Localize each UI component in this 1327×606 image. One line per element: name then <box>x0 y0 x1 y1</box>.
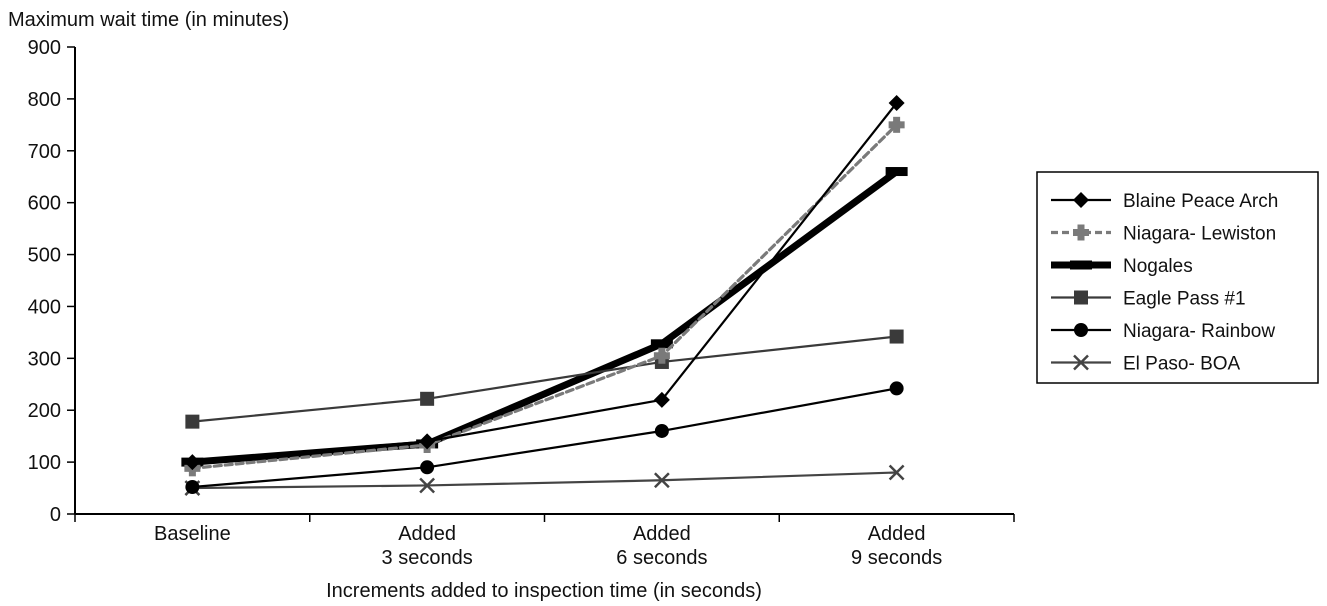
y-tick-label: 500 <box>28 245 61 267</box>
legend-item: Nogales <box>1051 256 1193 277</box>
y-tick-label: 900 <box>28 37 61 59</box>
x-tick-label: Added 6 seconds <box>616 523 707 569</box>
data-point <box>185 414 200 429</box>
data-point <box>889 381 904 396</box>
series-5 <box>184 464 905 496</box>
y-tick-label: 700 <box>28 141 61 163</box>
series-0 <box>184 95 905 471</box>
data-point <box>420 460 435 475</box>
series-line <box>191 387 898 489</box>
data-point <box>419 477 436 494</box>
legend-marker <box>1073 192 1089 208</box>
legend-item: El Paso- BOA <box>1051 354 1241 375</box>
legend: Blaine Peace Arch Niagara- Lewiston Nogale… <box>1036 171 1319 384</box>
data-point <box>653 391 670 408</box>
legend-marker <box>1073 224 1089 241</box>
data-point <box>420 391 435 406</box>
data-point <box>885 167 908 177</box>
legend-marker <box>1073 354 1089 371</box>
y-tick-label: 300 <box>28 348 61 370</box>
y-tick-label: 400 <box>28 296 61 318</box>
data-point <box>185 480 200 495</box>
data-point <box>888 116 905 133</box>
series-line <box>191 335 898 423</box>
legend-marker <box>1070 260 1092 270</box>
legend-item: Eagle Pass #1 <box>1051 289 1246 310</box>
data-point <box>888 95 905 112</box>
data-point <box>654 423 669 438</box>
legend-label: Eagle Pass #1 <box>1123 289 1246 310</box>
series-4 <box>185 381 904 495</box>
legend-label: Blaine Peace Arch <box>1123 191 1278 212</box>
legend-label: Nogales <box>1123 256 1193 277</box>
series-line <box>190 123 899 470</box>
x-tick-label: Baseline <box>154 523 231 545</box>
legend-marker <box>1074 290 1088 305</box>
y-tick-label: 600 <box>28 193 61 215</box>
x-tick-label: Added 9 seconds <box>851 523 942 569</box>
x-axis-title: Increments added to inspection time (in … <box>326 580 762 602</box>
legend-item: Niagara- Rainbow <box>1051 321 1275 342</box>
y-tick-label: 200 <box>28 400 61 422</box>
data-point <box>653 472 670 489</box>
legend-frame <box>1036 171 1319 384</box>
series-1 <box>184 116 905 477</box>
legend-item: Niagara- Lewiston <box>1051 224 1276 245</box>
legend-label: Niagara- Rainbow <box>1123 321 1275 342</box>
y-tick-label: 100 <box>28 452 61 474</box>
series-line <box>191 471 898 490</box>
y-axis-title: Maximum wait time (in minutes) <box>8 9 289 31</box>
data-point <box>419 433 436 450</box>
series-layer <box>181 95 908 496</box>
legend-item: Blaine Peace Arch <box>1051 191 1278 212</box>
data-point <box>889 329 904 344</box>
data-point <box>650 339 673 349</box>
series-line <box>188 168 901 466</box>
y-tick-label: 0 <box>50 504 61 526</box>
legend-label: El Paso- BOA <box>1123 354 1241 375</box>
data-point <box>184 454 201 471</box>
legend-label: Niagara- Lewiston <box>1123 224 1276 245</box>
data-point <box>888 464 905 481</box>
x-tick-label: Added 3 seconds <box>382 523 473 569</box>
y-tick-label: 800 <box>28 89 61 111</box>
x-axis-ticks: Baseline Added 3 seconds Added 6 seconds Adde… <box>74 514 1015 569</box>
series-line <box>191 101 898 464</box>
legend-marker <box>1074 323 1088 337</box>
data-point <box>653 347 670 364</box>
series-3 <box>185 329 904 429</box>
y-axis-ticks: 0 100 200 300 400 500 600 700 800 900 <box>28 37 75 526</box>
